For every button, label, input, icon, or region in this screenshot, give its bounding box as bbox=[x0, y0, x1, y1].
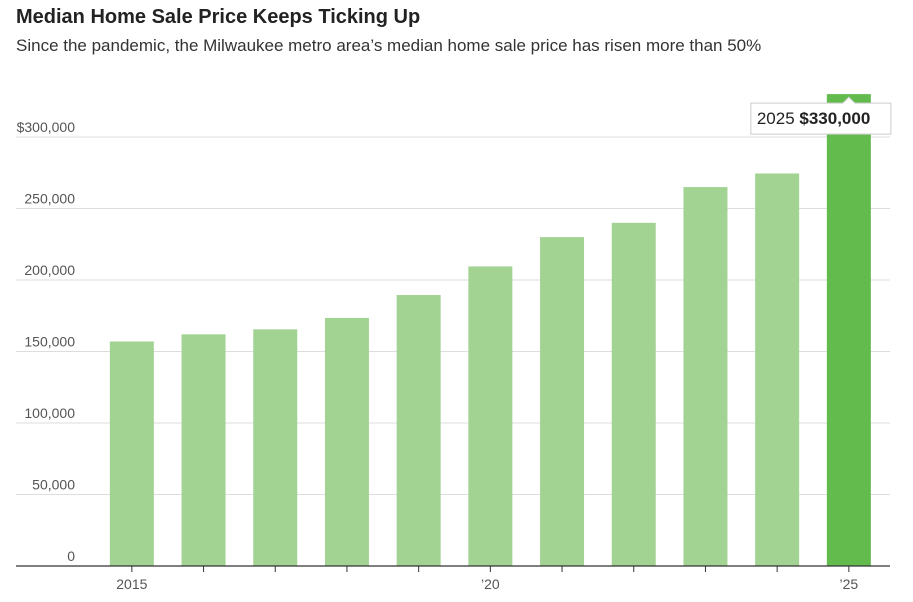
gridlines bbox=[16, 136, 890, 495]
highlight-callout: 2025 $330,000 bbox=[750, 96, 892, 135]
y-tick-label: 0 bbox=[67, 548, 75, 564]
callout-label: 2025 $330,000 bbox=[757, 109, 870, 128]
bar-2019 bbox=[396, 295, 441, 566]
bar-2017 bbox=[253, 329, 298, 566]
callout-value: $330,000 bbox=[799, 109, 870, 128]
x-tick-label: 2015 bbox=[116, 576, 147, 592]
bar-2016 bbox=[181, 334, 226, 566]
bar-2023 bbox=[683, 187, 728, 567]
y-axis-tick-labels: 0 50,000 100,000 150,000 200,000 250,000 $300,… bbox=[17, 119, 76, 564]
callout-year: 2025 bbox=[757, 109, 800, 128]
bar-2025 bbox=[826, 94, 871, 566]
chart-subtitle: Since the pandemic, the Milwaukee metro … bbox=[16, 36, 762, 55]
x-axis bbox=[16, 565, 890, 572]
y-tick-label: 150,000 bbox=[24, 334, 75, 350]
y-tick-label: 250,000 bbox=[24, 191, 75, 207]
bar-2018 bbox=[324, 317, 369, 566]
y-tick-label: 100,000 bbox=[24, 405, 75, 421]
x-tick-label: ’25 bbox=[840, 576, 859, 592]
y-tick-label: 50,000 bbox=[32, 477, 75, 493]
x-tick-label: ’20 bbox=[481, 576, 500, 592]
bar-2015 bbox=[109, 341, 154, 566]
chart-title: Median Home Sale Price Keeps Ticking Up bbox=[16, 6, 421, 28]
bar-2020 bbox=[468, 266, 513, 566]
x-axis-tick-labels: 2015 ’20 ’25 bbox=[116, 576, 858, 592]
bars bbox=[109, 94, 871, 567]
bar-2021 bbox=[540, 237, 585, 566]
bar-2022 bbox=[611, 222, 656, 567]
y-tick-label: 200,000 bbox=[24, 262, 75, 278]
bar-2024 bbox=[755, 173, 800, 566]
callout-box bbox=[750, 102, 892, 135]
y-tick-label: $300,000 bbox=[17, 119, 76, 135]
